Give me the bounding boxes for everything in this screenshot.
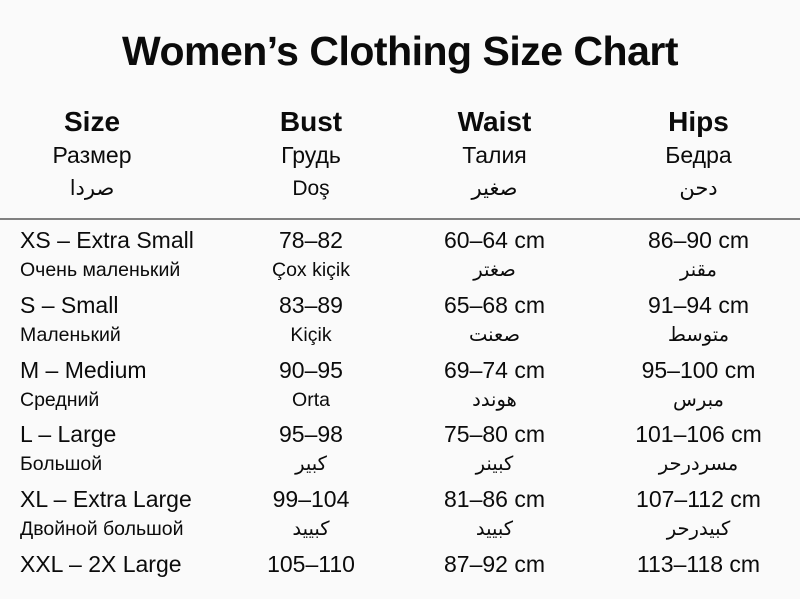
header-label-en: Waist xyxy=(457,106,532,137)
column-header-bust: Bust Грудь Doş xyxy=(230,105,392,205)
table-row: XXL – 2X Large 105–110 87–92 cm 113–118 … xyxy=(0,544,800,599)
table-row: S – Small Маленький 83–89 Kiçik 65–68 cm… xyxy=(0,285,800,350)
waist-value: 69–74 cm xyxy=(443,356,545,383)
table-row: XS – Extra Small Очень маленький 78–82 Ç… xyxy=(0,220,800,285)
table-header: Size Размер صردا Bust Грудь Doş Waist Та… xyxy=(0,105,800,205)
waist-value: 81–86 cm xyxy=(443,486,545,513)
size-cell: XS – Extra Small Очень маленький xyxy=(0,224,230,285)
waist-cell: 65–68 cm صعنت xyxy=(392,289,597,350)
waist-cell: 69–74 cm هوندد xyxy=(392,354,597,415)
size-sublabel: Очень маленький xyxy=(20,259,181,281)
bust-sublabel: Orta xyxy=(292,388,330,411)
page-title: Women’s Clothing Size Chart xyxy=(122,28,678,74)
hips-cell: 101–106 cm مسردرحر xyxy=(597,418,800,479)
hips-value: 107–112 cm xyxy=(636,486,761,513)
hips-cell: 91–94 cm متوسط xyxy=(597,289,800,350)
hips-sublabel: متوسط xyxy=(667,323,730,346)
waist-cell: 87–92 cm xyxy=(392,548,597,599)
hips-sublabel: مقنر xyxy=(680,259,717,281)
waist-cell: 75–80 cm كبينر xyxy=(392,418,597,479)
bust-value: 105–110 xyxy=(267,550,355,577)
bust-value: 90–95 xyxy=(279,356,343,383)
header-label-ar: صغير xyxy=(471,177,518,200)
column-header-size: Size Размер صردا xyxy=(0,105,230,205)
size-label: M – Medium xyxy=(20,356,147,383)
header-label-ru: Талия xyxy=(462,142,527,168)
waist-cell: 81–86 cm كبييد xyxy=(392,483,597,544)
hips-cell: 107–112 cm كبيدرحر xyxy=(597,483,800,544)
bust-value: 83–89 xyxy=(279,291,343,318)
hips-sublabel: مسردرحر xyxy=(658,453,739,476)
size-sublabel: Маленький xyxy=(20,323,121,346)
waist-sublabel: كبييد xyxy=(475,518,514,541)
table-row: L – Large Большой 95–98 كبير 75–80 cm كب… xyxy=(0,414,800,479)
hips-sublabel: مبرس xyxy=(673,388,724,411)
waist-value: 60–64 cm xyxy=(443,227,545,253)
hips-cell: 95–100 cm مبرس xyxy=(597,354,800,415)
header-label-ar: Doş xyxy=(292,177,330,200)
header-label-en: Size xyxy=(63,106,121,137)
column-header-hips: Hips Бедра دحن xyxy=(597,105,800,205)
header-divider xyxy=(0,218,800,220)
header-label-ru: Размер xyxy=(52,142,132,168)
bust-cell: 78–82 Çox kiçik xyxy=(230,224,392,285)
bust-cell: 83–89 Kiçik xyxy=(230,289,392,350)
hips-value: 113–118 cm xyxy=(636,550,761,577)
size-sublabel: Двойной большой xyxy=(20,518,184,541)
bust-value: 95–98 xyxy=(279,421,343,448)
size-label: S – Small xyxy=(20,291,119,318)
bust-cell: 105–110 xyxy=(230,548,392,599)
hips-value: 91–94 cm xyxy=(647,291,749,318)
waist-value: 87–92 cm xyxy=(443,550,545,577)
bust-sublabel: Çox kiçik xyxy=(271,259,350,281)
column-header-waist: Waist Талия صغير xyxy=(392,105,597,205)
waist-sublabel: صغتر xyxy=(473,259,516,281)
hips-cell: 113–118 cm xyxy=(597,548,800,599)
size-sublabel: Средний xyxy=(20,388,100,411)
size-cell: L – Large Большой xyxy=(0,418,230,479)
bust-value: 99–104 xyxy=(272,486,350,513)
size-cell: M – Medium Средний xyxy=(0,354,230,415)
bust-cell: 99–104 كبييد xyxy=(230,483,392,544)
size-cell: XXL – 2X Large xyxy=(0,548,230,599)
bust-cell: 90–95 Orta xyxy=(230,354,392,415)
table-row: XL – Extra Large Двойной большой 99–104 … xyxy=(0,479,800,544)
size-cell: S – Small Маленький xyxy=(0,289,230,350)
header-label-ru: Бедра xyxy=(665,142,732,168)
bust-sublabel: Kiçik xyxy=(290,323,332,346)
waist-cell: 60–64 cm صغتر xyxy=(392,224,597,285)
waist-sublabel: كبينر xyxy=(475,453,514,476)
hips-value: 95–100 cm xyxy=(641,356,756,383)
size-sublabel: Большой xyxy=(20,453,103,476)
size-cell: XL – Extra Large Двойной большой xyxy=(0,483,230,544)
bust-value: 78–82 xyxy=(279,227,343,253)
waist-value: 75–80 cm xyxy=(443,421,545,448)
header-label-ru: Грудь xyxy=(281,142,341,168)
size-label: XS – Extra Small xyxy=(20,227,194,253)
size-label: XXL – 2X Large xyxy=(20,550,182,577)
header-label-en: Bust xyxy=(279,106,343,137)
hips-cell: 86–90 cm مقنر xyxy=(597,224,800,285)
header-label-ar: دحن xyxy=(679,177,718,200)
hips-value: 86–90 cm xyxy=(647,227,749,253)
table-row: M – Medium Средний 90–95 Orta 69–74 cm ه… xyxy=(0,350,800,415)
waist-value: 65–68 cm xyxy=(443,291,545,318)
hips-sublabel: كبيدرحر xyxy=(666,518,731,541)
header-label-en: Hips xyxy=(668,106,729,137)
header-label-ar: صردا xyxy=(69,177,115,200)
bust-sublabel: كبير xyxy=(295,453,327,476)
bust-cell: 95–98 كبير xyxy=(230,418,392,479)
size-label: L – Large xyxy=(20,421,117,448)
bust-sublabel: كبييد xyxy=(292,518,330,541)
waist-sublabel: هوندد xyxy=(472,388,517,411)
size-label: XL – Extra Large xyxy=(20,486,192,513)
hips-value: 101–106 cm xyxy=(635,421,762,448)
waist-sublabel: صعنت xyxy=(469,323,520,346)
